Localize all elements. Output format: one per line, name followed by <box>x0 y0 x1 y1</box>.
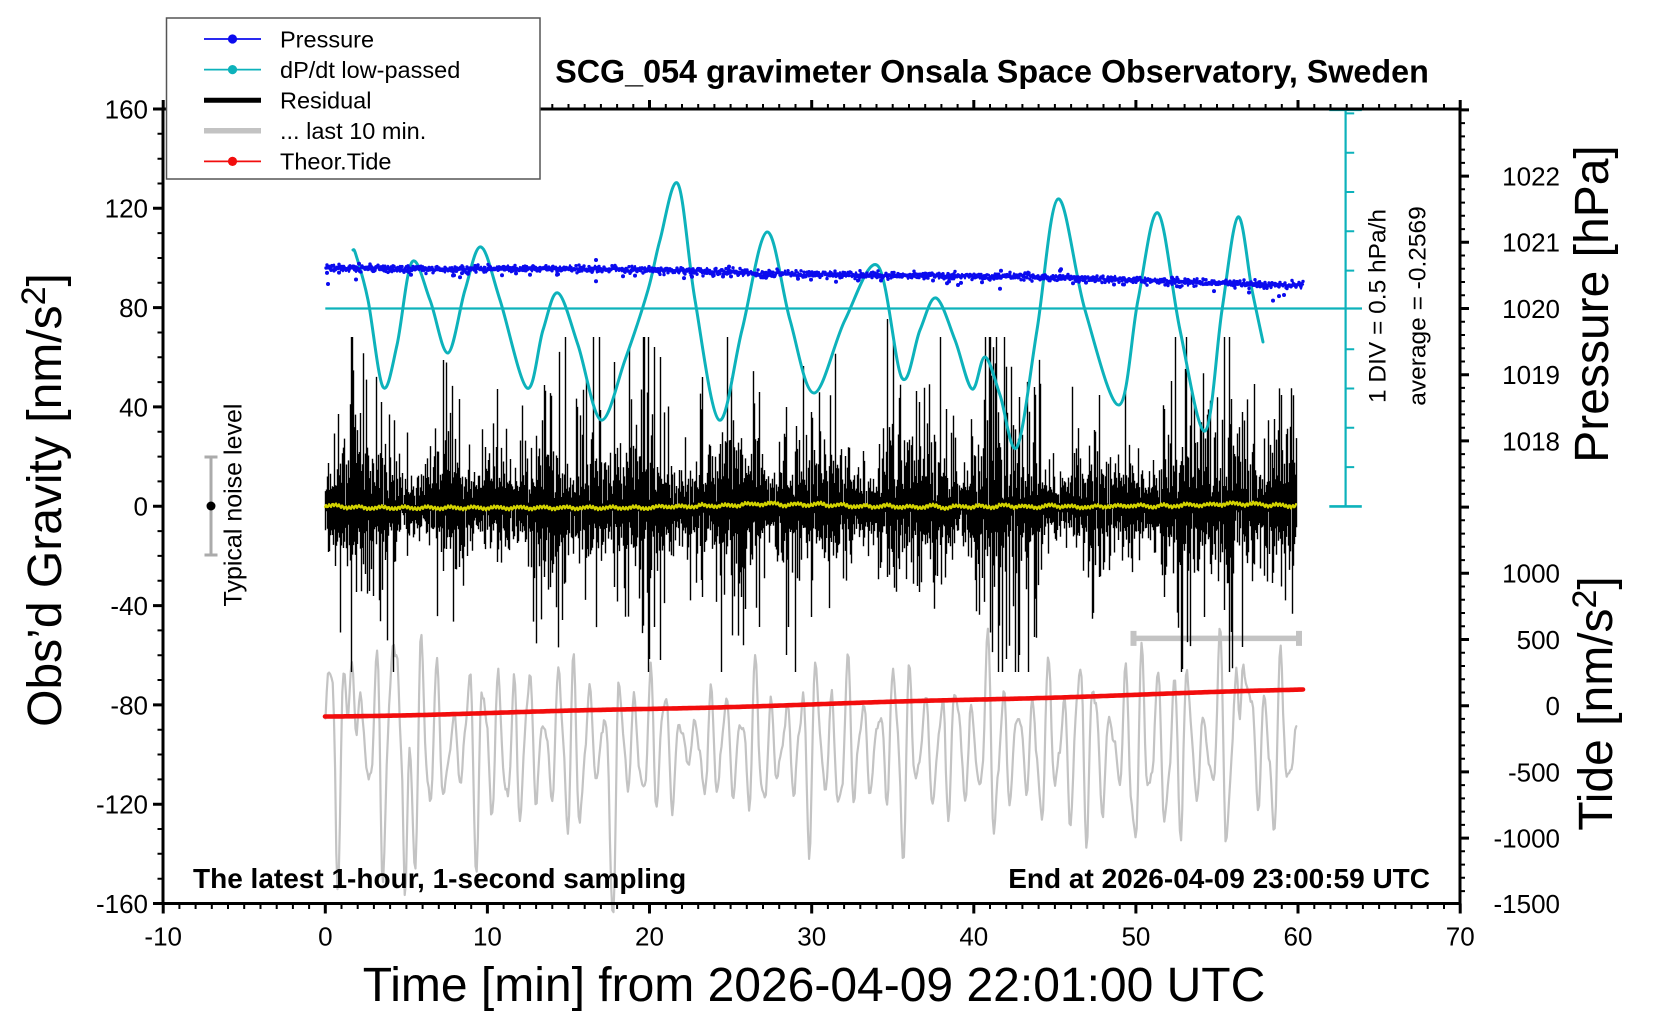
svg-text:-1000: -1000 <box>1494 824 1561 854</box>
svg-text:40: 40 <box>119 392 148 422</box>
svg-text:... last 10 min.: ... last 10 min. <box>280 118 426 144</box>
svg-text:40: 40 <box>959 922 988 952</box>
svg-text:0: 0 <box>134 492 148 522</box>
svg-text:20: 20 <box>635 922 664 952</box>
svg-text:Time [min] from 2026-04-09 22:: Time [min] from 2026-04-09 22:01:00 UTC <box>363 959 1266 1012</box>
svg-text:70: 70 <box>1446 922 1475 952</box>
svg-text:-160: -160 <box>96 889 148 919</box>
svg-text:Pressure: Pressure <box>280 26 374 52</box>
svg-text:Residual: Residual <box>280 88 371 114</box>
svg-text:-500: -500 <box>1508 757 1560 787</box>
svg-text:1018: 1018 <box>1502 426 1560 456</box>
svg-text:0: 0 <box>1546 691 1560 721</box>
svg-text:1000: 1000 <box>1502 559 1560 589</box>
svg-text:-80: -80 <box>110 690 148 720</box>
svg-text:Theor.Tide: Theor.Tide <box>280 149 391 175</box>
svg-text:End at 2026-04-09 23:00:59 UTC: End at 2026-04-09 23:00:59 UTC <box>1008 863 1430 894</box>
svg-text:Pressure [hPa]: Pressure [hPa] <box>1566 145 1619 462</box>
svg-text:500: 500 <box>1517 625 1560 655</box>
svg-text:-40: -40 <box>110 591 148 621</box>
svg-text:1020: 1020 <box>1502 294 1560 324</box>
svg-text:160: 160 <box>105 94 148 124</box>
svg-text:average = -0.2569: average = -0.2569 <box>1405 206 1432 406</box>
svg-text:0: 0 <box>318 922 332 952</box>
svg-text:120: 120 <box>105 194 148 224</box>
svg-text:1021: 1021 <box>1502 228 1560 258</box>
svg-text:50: 50 <box>1121 922 1150 952</box>
svg-text:1019: 1019 <box>1502 360 1560 390</box>
svg-text:Tide [nm/s2]: Tide [nm/s2] <box>1566 576 1623 831</box>
svg-text:-120: -120 <box>96 790 148 820</box>
svg-text:SCG_054 gravimeter Onsala Spac: SCG_054 gravimeter Onsala Space Observat… <box>555 54 1429 90</box>
svg-text:Typical noise level: Typical noise level <box>220 404 248 607</box>
svg-text:-10: -10 <box>144 922 182 952</box>
svg-text:dP/dt low-passed: dP/dt low-passed <box>280 57 460 83</box>
svg-text:60: 60 <box>1284 922 1313 952</box>
svg-text:Obs’d Gravity [nm/s2]: Obs’d Gravity [nm/s2] <box>15 273 72 727</box>
svg-text:1 DIV = 0.5 hPa/h: 1 DIV = 0.5 hPa/h <box>1365 209 1392 403</box>
svg-text:The latest 1-hour, 1-second sa: The latest 1-hour, 1-second sampling <box>193 863 686 894</box>
svg-text:10: 10 <box>473 922 502 952</box>
svg-text:-1500: -1500 <box>1494 889 1561 919</box>
svg-text:30: 30 <box>797 922 826 952</box>
svg-text:1022: 1022 <box>1502 162 1560 192</box>
svg-text:80: 80 <box>119 293 148 323</box>
